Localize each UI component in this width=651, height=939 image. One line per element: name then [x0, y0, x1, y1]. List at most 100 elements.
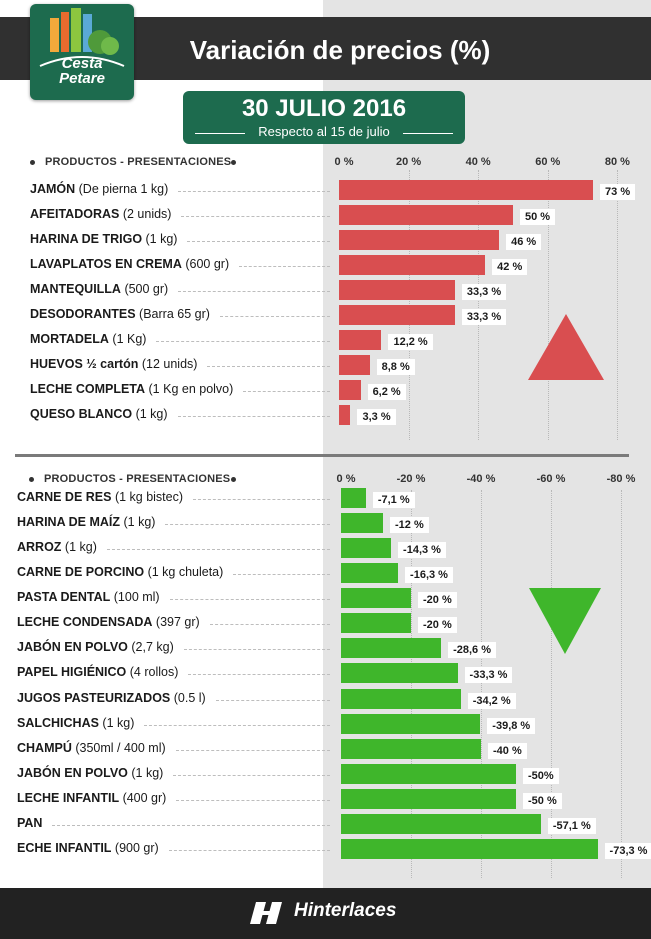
product-detail: (397 gr)	[152, 615, 200, 630]
page-title: Variación de precios (%)	[189, 35, 491, 65]
gridline	[617, 170, 619, 440]
product-detail: (4 rollos)	[126, 665, 179, 680]
row-label: JABÓN EN POLVO (1 kg)	[17, 766, 163, 780]
row-label: JABÓN EN POLVO (2,7 kg)	[17, 640, 174, 654]
row-label: LECHE COMPLETA (1 Kg en polvo)	[30, 382, 233, 396]
product-detail: (1 Kg)	[108, 332, 147, 346]
axis-tick-label: 0 %	[334, 156, 354, 168]
down-triangle-icon	[529, 588, 601, 654]
bar	[339, 280, 455, 300]
logo-line-1: Cesta	[61, 55, 103, 72]
axis-tick-label: -40 %	[466, 473, 496, 485]
axis-tick-label: 80 %	[604, 156, 630, 168]
leader-line	[168, 849, 330, 851]
product-detail: (1 kg)	[142, 232, 178, 246]
product-name: LECHE INFANTIL	[17, 790, 120, 805]
value-label: -50 %	[523, 792, 562, 809]
header-dot	[29, 477, 34, 482]
product-name: CHAMPÚ	[17, 740, 72, 755]
product-name: LAVAPLATOS EN CREMA	[30, 257, 182, 271]
leader-line	[233, 574, 330, 576]
row-label: HARINA DE MAÍZ (1 kg)	[17, 515, 155, 529]
row-label: MANTEQUILLA (500 gr)	[30, 282, 168, 296]
leader-line	[181, 216, 330, 217]
bar	[341, 788, 516, 809]
row-label: JAMÓN (De pierna 1 kg)	[30, 182, 168, 196]
value-label: -34,2 %	[467, 692, 516, 709]
product-detail: (1 kg)	[120, 515, 156, 530]
value-label: 33,3 %	[461, 309, 507, 325]
gridline	[621, 490, 622, 878]
axis-tick-label: -60 %	[536, 473, 566, 485]
row-label: MORTADELA (1 Kg)	[30, 332, 146, 346]
value-label: -12 %	[390, 517, 429, 534]
product-name: JABÓN EN POLVO	[17, 765, 128, 780]
row-label: PAN	[17, 816, 42, 830]
leader-line	[176, 799, 330, 801]
product-detail: (1 kg bistec)	[111, 490, 184, 504]
row-label: DESODORANTES (Barra 65 gr)	[30, 307, 210, 321]
value-label: 3,3 %	[357, 409, 396, 425]
bar	[339, 405, 351, 425]
logo-text: Cesta Petare	[30, 56, 134, 86]
product-detail: (1 Kg en polvo)	[145, 382, 234, 396]
leader-line	[209, 624, 330, 626]
header-dot	[231, 477, 236, 482]
row-label: PASTA DENTAL (100 ml)	[17, 590, 160, 604]
bar	[341, 838, 598, 859]
leader-line	[178, 291, 330, 292]
value-label: 42 %	[492, 259, 528, 275]
product-name: JUGOS PASTEURIZADOS	[17, 690, 171, 705]
bar	[341, 563, 399, 584]
product-detail: (De pierna 1 kg)	[75, 182, 169, 196]
value-label: -20 %	[418, 592, 457, 609]
product-name: CARNE DE RES	[17, 490, 112, 504]
product-detail: (900 gr)	[111, 840, 159, 855]
value-label: 6,2 %	[367, 384, 406, 400]
product-name: ECHE INFANTIL	[17, 840, 112, 855]
row-label: CHAMPÚ (350ml / 400 ml)	[17, 741, 166, 755]
axis-tick-label: -80 %	[606, 473, 636, 485]
row-label: LECHE INFANTIL (400 gr)	[17, 791, 166, 805]
bar	[339, 180, 594, 200]
value-label: -40 %	[488, 742, 527, 759]
row-label: PAPEL HIGIÉNICO (4 rollos)	[17, 665, 178, 679]
row-label: ECHE INFANTIL (900 gr)	[17, 841, 159, 855]
leader-line	[193, 499, 330, 500]
row-label: CARNE DE RES (1 kg bistec)	[17, 490, 183, 504]
value-label: -73,3 %	[604, 842, 651, 859]
hinterlaces-logo-icon	[250, 902, 282, 924]
row-label: LAVAPLATOS EN CREMA (600 gr)	[30, 257, 229, 271]
gridline	[481, 490, 482, 878]
leader-line	[156, 341, 330, 342]
product-detail: (1 kg)	[61, 540, 97, 555]
header-dot	[30, 160, 35, 165]
leader-line	[106, 549, 330, 551]
product-name: PAPEL HIGIÉNICO	[17, 665, 127, 680]
leader-line	[178, 191, 330, 192]
bar	[341, 738, 481, 759]
row-label: SALCHICHAS (1 kg)	[17, 716, 134, 730]
header-dot	[231, 160, 236, 165]
product-detail: (2 unids)	[119, 207, 172, 221]
row-label: CARNE DE PORCINO (1 kg chuleta)	[17, 565, 223, 579]
leader-line	[144, 724, 330, 726]
leader-line	[165, 524, 330, 526]
bar	[339, 380, 361, 400]
date-banner: 30 JULIO 2016 Respecto al 15 de julio	[183, 91, 465, 144]
product-name: PAN	[17, 815, 43, 830]
logo-graphic-icon	[39, 8, 125, 67]
gridline	[411, 490, 412, 878]
leader-line	[207, 366, 330, 367]
row-label: QUESO BLANCO (1 kg)	[30, 407, 168, 421]
row-label: LECHE CONDENSADA (397 gr)	[17, 615, 200, 629]
section-header: PRODUCTOS - PRESENTACIONES	[45, 156, 232, 168]
date-subtitle: Respecto al 15 de julio	[258, 124, 390, 139]
axis-tick-label: 60 %	[535, 156, 561, 168]
axis-tick-label: 0 %	[336, 473, 356, 485]
bar	[341, 763, 516, 784]
leader-line	[169, 599, 330, 601]
bar	[339, 330, 382, 350]
value-label: 46 %	[506, 234, 542, 250]
row-label: ARROZ (1 kg)	[17, 540, 97, 554]
